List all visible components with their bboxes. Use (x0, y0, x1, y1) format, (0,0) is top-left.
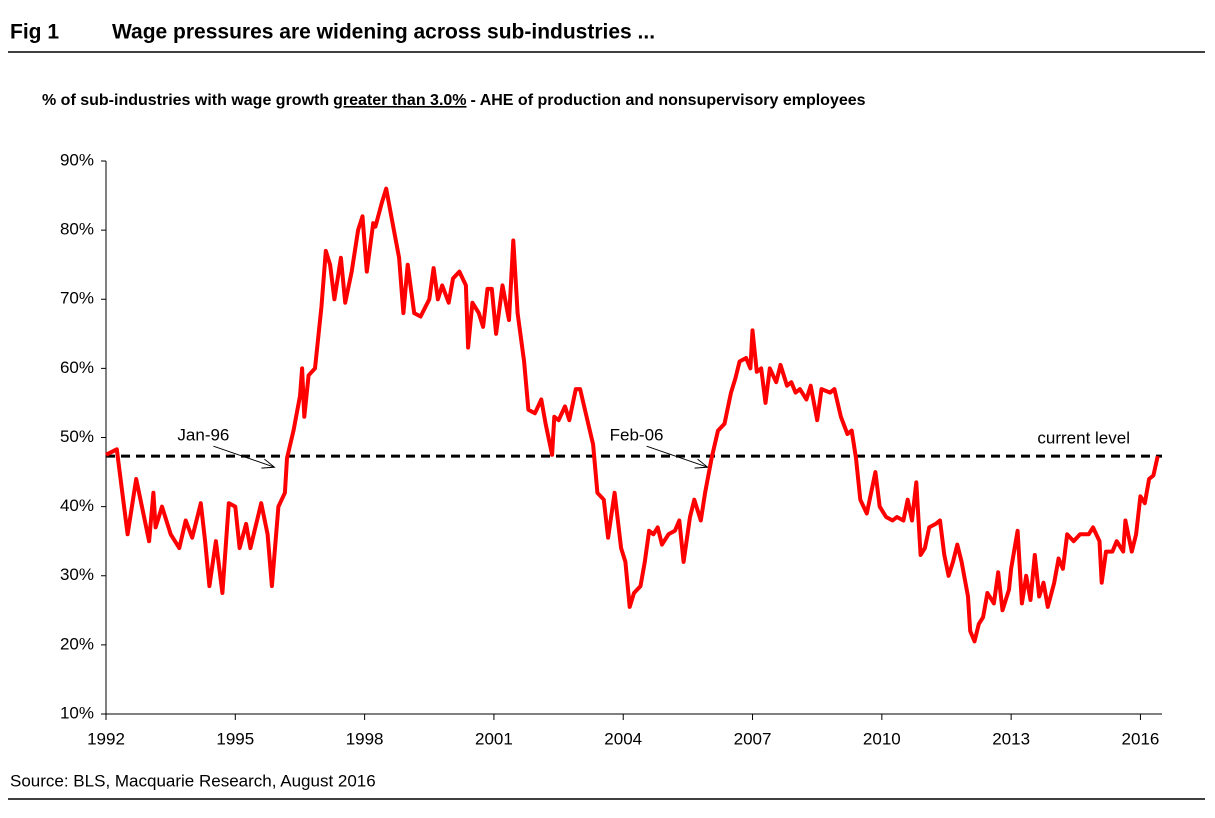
figure-label: Fig 1 (10, 21, 59, 44)
y-tick-label: 20% (60, 634, 94, 653)
y-tick-label: 80% (60, 220, 94, 239)
x-tick-label: 1995 (216, 729, 254, 748)
annotation: Feb-06 (610, 426, 664, 445)
x-tick-label: 2010 (863, 729, 901, 748)
data-line (105, 186, 1160, 644)
subtitle-part: - AHE of production and nonsupervisory e… (471, 92, 866, 109)
annotation-arrowhead (694, 458, 709, 469)
x-tick-label: 1992 (87, 729, 125, 748)
x-tick-label: 2007 (734, 729, 772, 748)
subtitle-part: greater than 3.0% (333, 92, 466, 109)
y-tick-label: 30% (60, 565, 94, 584)
annotation-arrowhead (261, 458, 276, 469)
source: Source: BLS, Macquarie Research, August … (10, 771, 376, 790)
x-tick-label: 1998 (346, 729, 384, 748)
y-tick-label: 70% (60, 289, 94, 308)
chart-subtitle: % of sub-industries with wage growth grea… (42, 92, 866, 109)
x-tick-label: 2001 (475, 729, 513, 748)
x-tick-label: 2013 (992, 729, 1030, 748)
chart-title: Wage pressures are widening across sub-i… (112, 21, 655, 44)
reference-label: current level (1037, 429, 1130, 448)
y-tick-label: 50% (60, 427, 94, 446)
x-tick-label: 2004 (604, 729, 642, 748)
annotation: Jan-96 (177, 426, 229, 445)
y-tick-label: 90% (60, 150, 94, 169)
y-tick-label: 40% (60, 496, 94, 515)
x-tick-label: 2016 (1122, 729, 1160, 748)
annotation-arrow (213, 445, 275, 468)
subtitle-part: % of sub-industries with wage growth (42, 92, 329, 109)
y-tick-label: 10% (60, 703, 94, 722)
y-tick-label: 60% (60, 358, 94, 377)
annotation-arrow (646, 445, 708, 468)
